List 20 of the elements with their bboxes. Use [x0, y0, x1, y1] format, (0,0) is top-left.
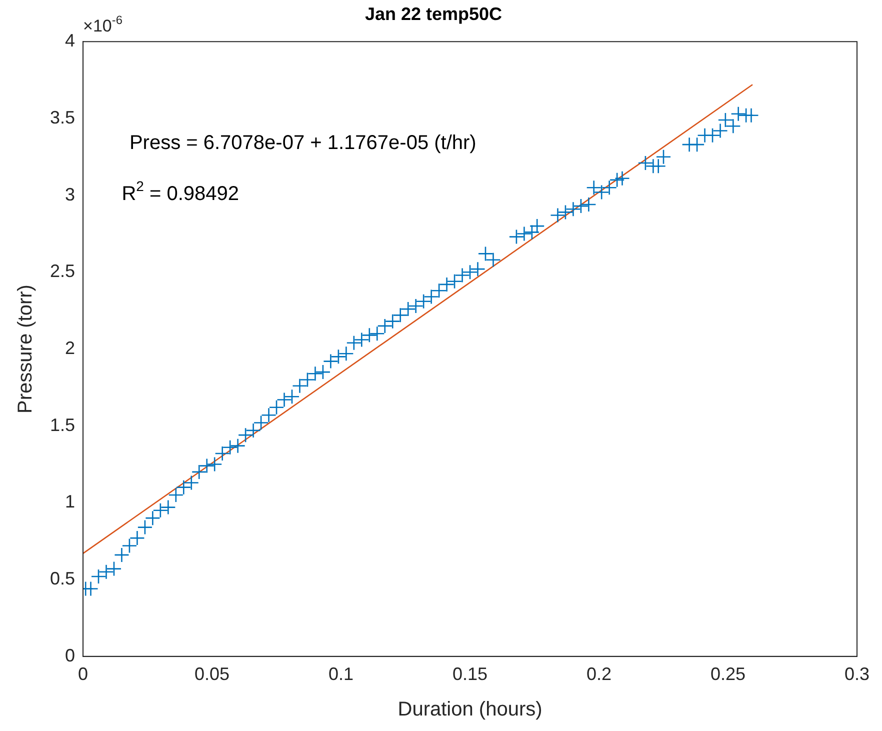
x-tick-label: 0.1 — [328, 664, 354, 684]
y-tick-label: 2.5 — [50, 261, 76, 282]
x-tick-label: 0 — [78, 664, 88, 684]
y-tick-label: 2 — [65, 338, 76, 358]
y-tick-label: 3.5 — [50, 107, 76, 128]
y-axis-title: Pressure (torr) — [14, 284, 37, 414]
y-tick-label: 3 — [65, 184, 76, 204]
x-tick-label: 0.3 — [844, 664, 870, 684]
y-tick-label: 0.5 — [50, 568, 76, 589]
chart-title: Jan 22 temp50C — [364, 4, 502, 24]
y-tick-label: 1.5 — [50, 414, 76, 435]
y-tick-label: 0 — [65, 645, 76, 666]
y-tick-label: 4 — [65, 30, 76, 51]
x-tick-label: 0.15 — [452, 664, 488, 684]
x-tick-label: 0.2 — [586, 664, 612, 684]
annotation: Press = 6.7078e-07 + 1.1767e-05 (t/hr) — [129, 132, 476, 154]
y-tick-label: 1 — [65, 492, 76, 512]
x-axis-title: Duration (hours) — [398, 698, 542, 721]
x-tick-label: 0.05 — [194, 664, 230, 684]
x-tick-label: 0.25 — [710, 664, 746, 684]
